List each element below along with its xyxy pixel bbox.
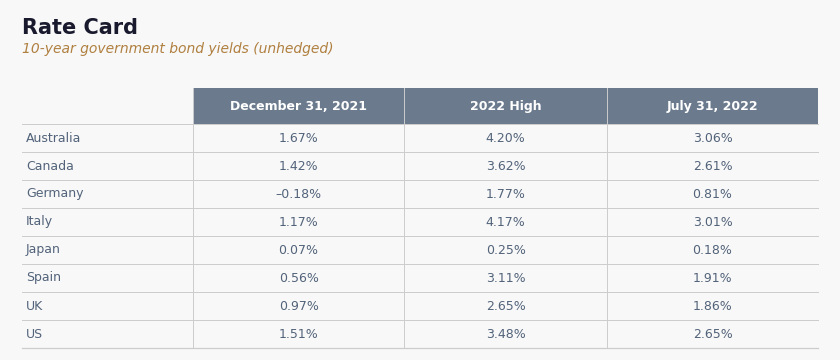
Text: UK: UK: [26, 300, 43, 312]
Text: 2.61%: 2.61%: [693, 159, 732, 172]
Text: Italy: Italy: [26, 216, 53, 229]
Text: July 31, 2022: July 31, 2022: [667, 99, 759, 112]
Text: Canada: Canada: [26, 159, 74, 172]
Text: 1.17%: 1.17%: [279, 216, 318, 229]
Text: 2.65%: 2.65%: [693, 328, 732, 341]
Text: 3.48%: 3.48%: [486, 328, 526, 341]
Text: 0.81%: 0.81%: [693, 188, 732, 201]
Text: 4.20%: 4.20%: [486, 131, 526, 144]
Text: December 31, 2021: December 31, 2021: [230, 99, 367, 112]
Text: 3.06%: 3.06%: [693, 131, 732, 144]
Text: 1.91%: 1.91%: [693, 271, 732, 284]
Text: Germany: Germany: [26, 188, 83, 201]
Text: 3.62%: 3.62%: [486, 159, 525, 172]
Text: Japan: Japan: [26, 243, 60, 256]
Text: 0.56%: 0.56%: [279, 271, 318, 284]
Text: 0.25%: 0.25%: [486, 243, 526, 256]
Text: 0.97%: 0.97%: [279, 300, 318, 312]
Text: 0.07%: 0.07%: [279, 243, 318, 256]
Text: 3.11%: 3.11%: [486, 271, 525, 284]
Text: 3.01%: 3.01%: [693, 216, 732, 229]
Text: 1.86%: 1.86%: [693, 300, 732, 312]
Text: 2022 High: 2022 High: [470, 99, 542, 112]
Text: 2.65%: 2.65%: [486, 300, 526, 312]
Text: Spain: Spain: [26, 271, 61, 284]
Text: 1.51%: 1.51%: [279, 328, 318, 341]
Text: US: US: [26, 328, 43, 341]
Text: Rate Card: Rate Card: [22, 18, 138, 38]
Text: 10-year government bond yields (unhedged): 10-year government bond yields (unhedged…: [22, 42, 333, 56]
Text: 1.42%: 1.42%: [279, 159, 318, 172]
Text: –0.18%: –0.18%: [276, 188, 322, 201]
Text: 0.18%: 0.18%: [693, 243, 732, 256]
Text: Australia: Australia: [26, 131, 81, 144]
Text: 1.67%: 1.67%: [279, 131, 318, 144]
Text: 1.77%: 1.77%: [486, 188, 526, 201]
Text: 4.17%: 4.17%: [486, 216, 526, 229]
